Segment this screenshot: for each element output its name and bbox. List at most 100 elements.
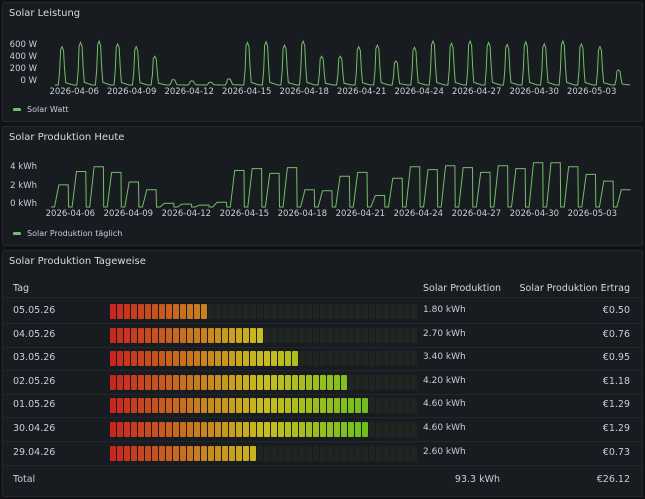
table-row[interactable]: 05.05.26 1.80 kWh €0.50 bbox=[3, 300, 642, 324]
legend-swatch bbox=[13, 232, 21, 235]
gauge-segment bbox=[397, 351, 403, 367]
gauge-segment bbox=[383, 445, 389, 461]
gauge-segment bbox=[411, 398, 417, 414]
gauge-segment bbox=[341, 304, 347, 319]
gauge-segment bbox=[355, 398, 361, 414]
gauge-segment bbox=[334, 374, 340, 390]
column-header-solar-produktion[interactable]: Solar Produktion bbox=[423, 283, 502, 294]
gauge-segment bbox=[229, 398, 235, 414]
solar-watt-chart[interactable] bbox=[55, 37, 631, 86]
gauge-segment bbox=[236, 327, 242, 343]
gauge-segment bbox=[250, 351, 256, 367]
gauge-segment bbox=[264, 374, 270, 390]
gauge-segment bbox=[145, 304, 151, 319]
gauge-segment bbox=[236, 374, 242, 390]
gauge-segment bbox=[320, 304, 326, 319]
table-row[interactable]: 03.05.26 3.40 kWh €0.95 bbox=[3, 347, 642, 372]
gauge-segment bbox=[362, 445, 368, 461]
table-row[interactable]: 29.04.26 2.60 kWh €0.73 bbox=[3, 442, 642, 466]
gauge-segment bbox=[404, 351, 410, 367]
gauge-segment bbox=[208, 422, 214, 437]
panel-title[interactable]: Solar Leistung bbox=[9, 8, 81, 19]
table-row[interactable]: 04.05.26 2.70 kWh €0.76 bbox=[3, 324, 642, 348]
gauge-segment bbox=[222, 327, 228, 343]
gauge-segment bbox=[376, 374, 382, 390]
gauge-segment bbox=[208, 374, 214, 390]
panel-title[interactable]: Solar Produktion Heute bbox=[9, 132, 125, 143]
gauge-segment bbox=[180, 422, 186, 437]
gauge-segment bbox=[271, 304, 277, 319]
gauge-segment bbox=[313, 327, 319, 343]
table-row[interactable]: 30.04.26 4.60 kWh €1.29 bbox=[3, 418, 642, 442]
row-divider bbox=[3, 393, 642, 395]
gauge-segment bbox=[404, 374, 410, 390]
gauge-bar bbox=[110, 304, 417, 319]
table-row[interactable]: 01.05.26 4.60 kWh €1.29 bbox=[3, 394, 642, 419]
x-tick-label: 2026-05-03 bbox=[566, 87, 617, 97]
gauge-segment bbox=[278, 398, 284, 414]
gauge-segment bbox=[313, 374, 319, 390]
solar-produktion-chart[interactable] bbox=[51, 159, 631, 208]
gauge-segment bbox=[145, 374, 151, 390]
gauge-segment bbox=[306, 374, 312, 390]
gauge-bar bbox=[110, 422, 417, 437]
gauge-segment bbox=[138, 304, 144, 319]
gauge-segment bbox=[278, 351, 284, 367]
column-header-tag[interactable]: Tag bbox=[13, 283, 30, 294]
gauge-segment bbox=[208, 445, 214, 461]
gauge-segment bbox=[180, 327, 186, 343]
gauge-segment bbox=[131, 327, 137, 343]
gauge-segment bbox=[334, 445, 340, 461]
gauge-segment bbox=[201, 327, 207, 343]
gauge-segment bbox=[173, 304, 179, 319]
series-line-solar-produktion bbox=[51, 162, 631, 208]
total-ertrag: €26.12 bbox=[596, 474, 630, 485]
gauge-segment bbox=[201, 304, 207, 319]
gauge-segment bbox=[215, 327, 221, 343]
gauge-segment bbox=[250, 398, 256, 414]
gauge-segment bbox=[390, 422, 396, 437]
gauge-segment bbox=[257, 445, 263, 461]
gauge-segment bbox=[383, 374, 389, 390]
gauge-segment bbox=[369, 327, 375, 343]
x-tick-label: 2026-05-03 bbox=[567, 209, 618, 219]
total-kwh: 93.3 kWh bbox=[454, 474, 500, 485]
gauge-segment bbox=[313, 304, 319, 319]
gauge-segment bbox=[341, 374, 347, 390]
gauge-segment bbox=[348, 304, 354, 319]
gauge-segment bbox=[180, 304, 186, 319]
cell-tag: 01.05.26 bbox=[13, 399, 56, 411]
gauge-segment bbox=[152, 422, 158, 437]
gauge-segment bbox=[131, 374, 137, 390]
gauge-segment bbox=[264, 398, 270, 414]
gauge-segment bbox=[250, 327, 256, 343]
gauge-segment bbox=[397, 304, 403, 319]
legend-item[interactable]: Solar Produktion täglich bbox=[13, 229, 122, 238]
gauge-segment bbox=[236, 351, 242, 367]
gauge-segment bbox=[117, 351, 123, 367]
legend-item[interactable]: Solar Watt bbox=[13, 105, 69, 114]
cell-solar-produktion: 4.60 kWh bbox=[423, 399, 466, 410]
gauge-segment bbox=[334, 304, 340, 319]
gauge-segment bbox=[124, 327, 130, 343]
gauge-segment bbox=[285, 422, 291, 437]
table-row[interactable]: 02.05.26 4.20 kWh €1.18 bbox=[3, 371, 642, 395]
gauge-segment bbox=[306, 398, 312, 414]
gauge-segment bbox=[187, 422, 193, 437]
gauge-segment bbox=[138, 422, 144, 437]
gauge-segment bbox=[208, 398, 214, 414]
y-tick-label: 400 W bbox=[9, 52, 37, 62]
gauge-segment bbox=[159, 398, 165, 414]
gauge-segment bbox=[285, 304, 291, 319]
gauge-segment bbox=[369, 445, 375, 461]
gauge-segment bbox=[383, 304, 389, 319]
column-header-ertrag[interactable]: Solar Produktion Ertrag bbox=[519, 283, 630, 294]
cell-solar-produktion: 4.60 kWh bbox=[423, 423, 466, 433]
gauge-segment bbox=[222, 304, 228, 319]
gauge-segment bbox=[208, 351, 214, 367]
gauge-segment bbox=[173, 398, 179, 414]
gauge-segment bbox=[215, 422, 221, 437]
panel-title[interactable]: Solar Produktion Tageweise bbox=[9, 256, 146, 267]
gauge-segment bbox=[145, 398, 151, 414]
cell-solar-produktion: 2.70 kWh bbox=[423, 328, 466, 339]
